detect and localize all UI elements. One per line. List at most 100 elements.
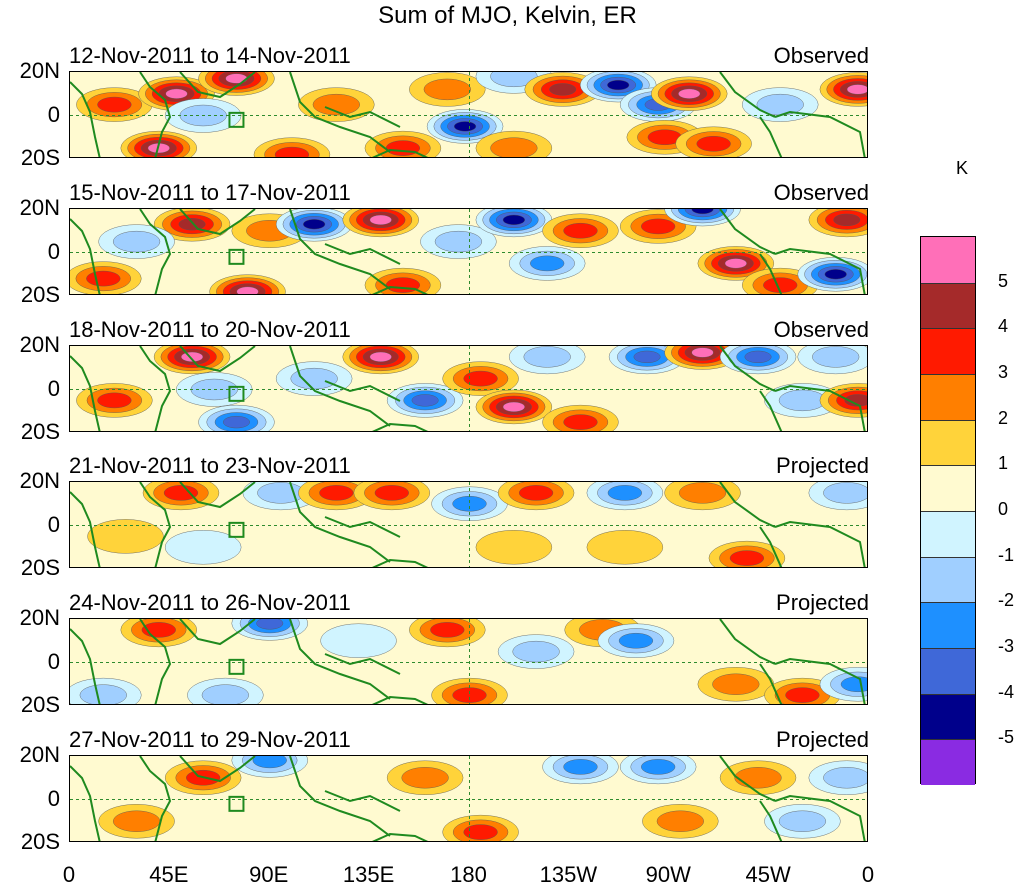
colorbar-tick-label: 3	[998, 362, 1009, 382]
anomaly-contour	[785, 687, 820, 703]
coastline	[324, 243, 401, 265]
anomaly-contour	[502, 214, 525, 225]
anomaly-contour	[530, 255, 565, 272]
anomaly-contour	[823, 767, 867, 789]
anomaly-contour	[618, 632, 654, 649]
longitude-tick-label: 135W	[539, 862, 598, 887]
anomaly-contour	[411, 394, 439, 407]
colorbar-segment	[921, 511, 975, 557]
latitude-tick-label: 20S	[20, 282, 60, 307]
coastline	[324, 106, 401, 128]
coastline	[372, 285, 429, 294]
colorbar-segment	[921, 374, 975, 420]
latitude-tick-label: 20S	[20, 829, 60, 854]
coastline	[289, 209, 391, 290]
coastline	[324, 516, 401, 538]
colorbar-segment	[921, 465, 975, 511]
anomaly-map-panel	[69, 481, 868, 568]
longitude-tick-label: 180	[450, 862, 487, 887]
coastline	[719, 209, 776, 255]
anomaly-contour	[463, 824, 498, 840]
panel-status-label: Projected	[776, 727, 869, 752]
latitude-tick-label: 0	[47, 375, 60, 401]
anomaly-contour	[512, 640, 560, 663]
anomaly-contour	[452, 687, 487, 703]
anomaly-contour	[369, 351, 392, 362]
coastline	[759, 800, 783, 841]
anomaly-contour	[430, 622, 465, 638]
panel-status-label: Projected	[776, 453, 869, 478]
anomaly-contour	[163, 485, 199, 501]
anomaly-contour	[385, 277, 421, 293]
anomaly-contour	[724, 258, 747, 269]
anomaly-contour	[401, 767, 449, 789]
anomaly-contour	[490, 137, 538, 157]
latitude-tick-label: 20N	[19, 468, 60, 493]
longitude-tick-label: 90E	[249, 862, 289, 887]
anomaly-contour	[833, 213, 861, 226]
anomaly-contour	[563, 414, 598, 430]
coastline	[759, 526, 783, 567]
coastline	[289, 756, 391, 837]
anomaly-contour	[502, 401, 525, 412]
anomaly-contour	[607, 485, 642, 501]
anomaly-contour	[165, 88, 188, 99]
coastline	[179, 209, 256, 236]
anomaly-contour	[824, 269, 847, 280]
panel-date-range: 18-Nov-2011 to 20-Nov-2011	[69, 317, 351, 342]
anomaly-contour	[454, 121, 477, 132]
panel-status-label: Projected	[776, 590, 869, 615]
longitude-tick-label: 0	[861, 862, 875, 887]
colorbar-tick-label: -4	[998, 681, 1015, 702]
panel-status-label: Observed	[773, 43, 869, 68]
anomaly-contour	[257, 482, 305, 504]
anomaly-contour	[319, 485, 354, 501]
latitude-tick-label: 20S	[20, 555, 60, 580]
colorbar-segment	[921, 648, 975, 694]
anomaly-contour	[112, 810, 161, 832]
coastline	[70, 81, 101, 157]
coastline	[139, 346, 172, 431]
anomaly-map-svg	[70, 756, 867, 841]
anomaly-contour	[633, 350, 661, 363]
coastline	[774, 247, 866, 294]
anomaly-contour	[164, 530, 242, 565]
coastline	[139, 619, 172, 704]
panel-status-label: Observed	[773, 317, 869, 342]
coastline	[139, 72, 172, 157]
anomaly-map-panel	[69, 618, 868, 705]
panel-date-range: 21-Nov-2011 to 23-Nov-2011	[69, 453, 351, 478]
coastline	[70, 765, 101, 841]
island-marker	[228, 111, 245, 128]
coastline	[372, 695, 429, 704]
coastline	[289, 482, 391, 563]
anomaly-map-svg	[70, 482, 867, 567]
island-marker	[228, 385, 245, 402]
colorbar-tick-label: -5	[998, 727, 1015, 748]
anomaly-contour	[678, 482, 727, 504]
colorbar-segment	[921, 602, 975, 648]
island-marker	[228, 248, 245, 265]
anomaly-contour	[236, 286, 259, 294]
anomaly-map-svg	[70, 209, 867, 294]
latitude-tick-label: 0	[47, 511, 60, 537]
anomaly-contour	[178, 218, 206, 231]
anomaly-contour	[691, 209, 714, 215]
anomaly-contour	[549, 83, 577, 96]
coastline	[774, 384, 866, 431]
colorbar-tick-label: 2	[998, 407, 1009, 428]
anomaly-map-svg	[70, 346, 867, 431]
anomaly-contour	[79, 684, 127, 704]
anomaly-contour	[778, 389, 827, 412]
coastline	[774, 520, 866, 567]
colorbar-segment	[921, 419, 975, 466]
coastline	[289, 346, 391, 427]
chart-title: Sum of MJO, Kelvin, ER	[378, 2, 637, 29]
latitude-tick-label: 0	[47, 785, 60, 811]
panel-date-range: 27-Nov-2011 to 29-Nov-2011	[69, 727, 351, 752]
anomaly-contour	[87, 519, 164, 554]
latitude-tick-label: 20N	[19, 605, 60, 630]
colorbar-tick-label: 4	[998, 316, 1009, 337]
colorbar-segment	[921, 328, 975, 374]
colorbar-tick-label: -1	[998, 544, 1015, 565]
